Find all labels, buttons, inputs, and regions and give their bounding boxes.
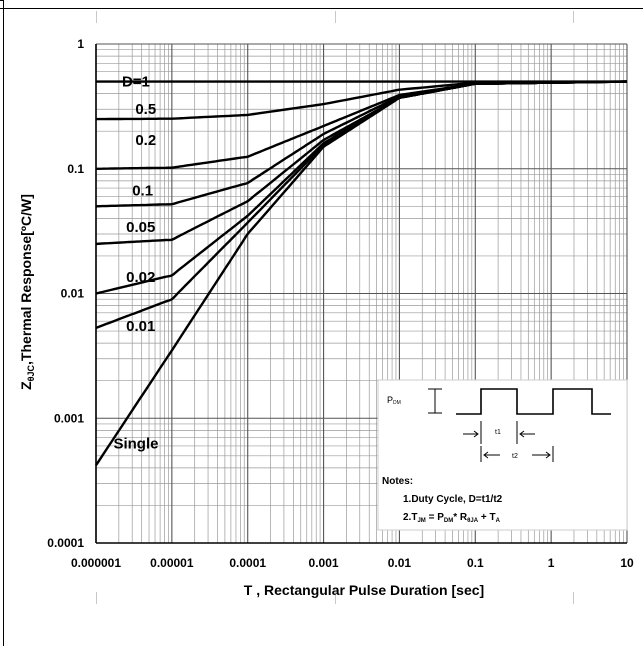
note2-d-sub: A xyxy=(496,518,501,524)
series-line-Single xyxy=(95,80,628,466)
y-tick-label: 0.1 xyxy=(67,162,84,176)
frame-top-line xyxy=(0,8,643,9)
x-tick-label: 0.01 xyxy=(388,556,412,570)
curve-label: 0.02 xyxy=(126,269,155,286)
frame-tick xyxy=(96,592,97,604)
curve-labels: D=1 0.5 0.2 0.1 0.05 0.02 0.01 Single xyxy=(113,74,158,453)
note2-b-sub: DM xyxy=(444,518,453,524)
curve-label: D=1 xyxy=(122,74,150,91)
frame-tick xyxy=(573,11,574,23)
y-tick-label: 1 xyxy=(77,37,84,51)
x-tick-label: 0.00001 xyxy=(150,556,194,570)
pulse-inset: PDM t1 t2 Notes: 1.Duty Cycle, D=t1/t2 xyxy=(377,379,628,531)
x-tick-label: 10 xyxy=(620,556,634,570)
note2-b: = P xyxy=(426,512,444,523)
curve-label: 0.01 xyxy=(126,318,155,335)
note2-a: 2.T xyxy=(403,512,417,523)
curve-label: 0.1 xyxy=(132,182,153,199)
t1-label: t1 xyxy=(495,429,501,436)
x-tick-label: 0.000001 xyxy=(71,556,121,570)
x-axis-title: T , Rectangular Pulse Duration [sec] xyxy=(244,582,484,598)
y-axis-title-main: Z xyxy=(18,381,34,390)
t2-label: t2 xyxy=(512,453,518,460)
frame-tick xyxy=(335,11,336,23)
y-tick-label: 0.0001 xyxy=(47,536,84,550)
frame-left-line xyxy=(3,0,4,646)
y-axis-title-sub: θJC xyxy=(26,364,36,381)
curve-label: 0.5 xyxy=(135,101,156,118)
y-tick-label: 0.001 xyxy=(54,411,84,425)
pdm-label: PDM xyxy=(387,395,401,406)
pdm-bracket xyxy=(428,388,442,414)
x-tick-label: 1 xyxy=(548,556,555,570)
y-tick-label: 0.01 xyxy=(61,287,85,301)
note2-a-sub: JM xyxy=(417,518,425,524)
x-tick-label: 0.001 xyxy=(309,556,339,570)
t2-marker xyxy=(480,446,554,462)
frame-tick xyxy=(96,11,97,23)
x-tick-label: 0.0001 xyxy=(229,556,266,570)
inset-box xyxy=(377,379,628,531)
frame-tick xyxy=(573,592,574,604)
pdm-label-sub: DM xyxy=(393,400,401,406)
note-junction-temp: 2.TJM = PDM* RθJA + TA xyxy=(403,512,501,524)
x-tick-label: 0.1 xyxy=(467,556,484,570)
frame-left-stub xyxy=(0,0,4,1)
curve-label: 0.2 xyxy=(135,132,156,149)
y-axis-title: ZθJC,Thermal Response[ºC/W] xyxy=(18,194,36,390)
y-axis-title-rest: ,Thermal Response[ºC/W] xyxy=(18,194,34,365)
curve-label: Single xyxy=(113,435,158,452)
pdm-label-main: P xyxy=(387,395,393,405)
note2-c: * R xyxy=(453,512,468,523)
t1-marker xyxy=(463,421,535,444)
pulse-waveform xyxy=(456,388,611,415)
note2-c-sub: θJA xyxy=(467,518,479,524)
series-lines xyxy=(95,80,628,466)
curve-label: 0.05 xyxy=(126,219,155,236)
tick-labels: 0.000001 0.00001 0.0001 0.001 0.01 0.1 1 10 1 0.1… xyxy=(47,37,634,570)
note-duty-cycle: 1.Duty Cycle, D=t1/t2 xyxy=(403,494,503,505)
frame-tick xyxy=(335,592,336,604)
notes-title: Notes: xyxy=(382,476,413,487)
note2-d: + T xyxy=(478,512,496,523)
